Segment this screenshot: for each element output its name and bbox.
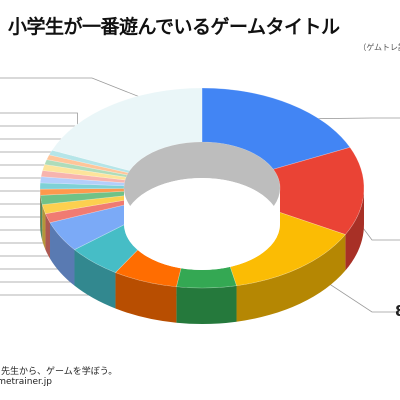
- slice-side-6: [50, 222, 75, 286]
- slice-side-9: [40, 195, 43, 241]
- slice-side-4: [115, 272, 177, 323]
- hole-wall: [124, 142, 280, 224]
- slice-side-8: [42, 204, 46, 250]
- chart-title: 小学生が一番遊んでいるゲームタイトル: [8, 16, 340, 38]
- leader-line-18: [0, 77, 151, 102]
- slice-side-5: [74, 249, 116, 309]
- slice-side-2: [236, 234, 346, 322]
- edge-label-2: 8: [395, 302, 400, 320]
- donut-slices: [39, 87, 365, 289]
- chart-subtitle: （ゲムトレ調: [358, 43, 400, 52]
- footer-url[interactable]: gametrainer.jp: [0, 377, 52, 387]
- hole-front: [124, 188, 280, 270]
- slice-side-3: [176, 285, 237, 324]
- footer-tagline: る先生から、ゲームを学ぼう。: [0, 367, 118, 377]
- edge-labels: 8: [395, 302, 400, 320]
- slice-side-7: [45, 213, 51, 259]
- slice-side-1: [345, 188, 364, 271]
- donut-sides: [40, 188, 364, 324]
